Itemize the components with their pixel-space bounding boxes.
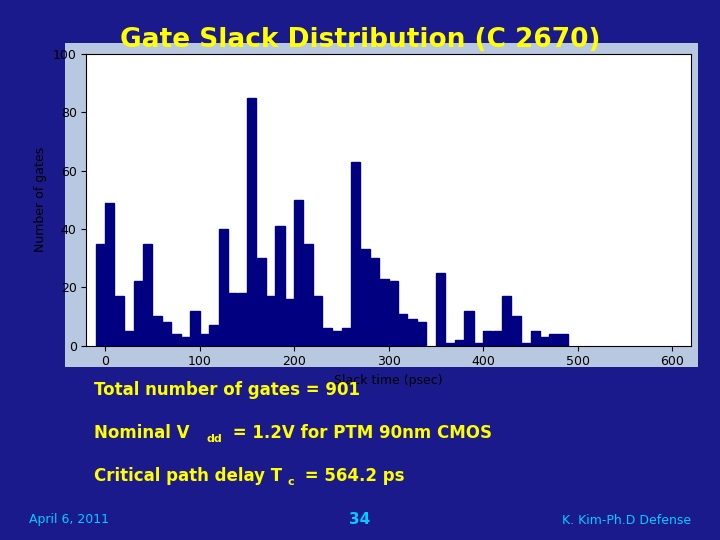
Bar xyxy=(323,328,332,346)
Bar xyxy=(219,229,228,346)
Bar xyxy=(332,331,341,346)
Bar xyxy=(96,244,105,346)
Y-axis label: Number of gates: Number of gates xyxy=(35,147,48,252)
Bar xyxy=(341,328,351,346)
Bar xyxy=(389,281,398,346)
Bar xyxy=(275,226,284,346)
Text: Nominal V: Nominal V xyxy=(94,424,189,442)
Text: = 1.2V for PTM 90nm CMOS: = 1.2V for PTM 90nm CMOS xyxy=(227,424,492,442)
Text: April 6, 2011: April 6, 2011 xyxy=(29,514,109,526)
Bar xyxy=(162,322,171,346)
Bar xyxy=(247,98,256,346)
Bar xyxy=(210,325,218,346)
Bar xyxy=(464,310,474,346)
Bar xyxy=(446,343,454,346)
Bar xyxy=(559,334,568,346)
Bar xyxy=(492,331,502,346)
Bar xyxy=(143,244,152,346)
Text: c: c xyxy=(288,477,294,487)
Bar xyxy=(171,334,181,346)
Bar xyxy=(114,296,124,346)
Bar xyxy=(266,296,275,346)
Bar xyxy=(436,273,445,346)
Text: K. Kim-Ph.D Defense: K. Kim-Ph.D Defense xyxy=(562,514,691,526)
X-axis label: Slack time (psec): Slack time (psec) xyxy=(335,374,443,387)
Bar xyxy=(228,293,238,346)
Bar xyxy=(417,322,426,346)
Text: Gate Slack Distribution (C 2670): Gate Slack Distribution (C 2670) xyxy=(120,27,600,53)
Bar xyxy=(105,202,114,346)
Bar xyxy=(285,299,294,346)
Bar xyxy=(304,244,313,346)
Bar xyxy=(502,296,511,346)
Bar xyxy=(181,337,190,346)
Text: = 564.2 ps: = 564.2 ps xyxy=(299,467,405,485)
Bar xyxy=(124,331,133,346)
Text: Total number of gates = 901: Total number of gates = 901 xyxy=(94,381,359,399)
Bar xyxy=(512,316,521,346)
Bar xyxy=(455,340,464,346)
Bar xyxy=(238,293,247,346)
Text: 34: 34 xyxy=(349,511,371,526)
Bar xyxy=(398,314,408,346)
Bar xyxy=(549,334,559,346)
Bar xyxy=(256,258,266,346)
Bar xyxy=(408,319,417,346)
Bar xyxy=(351,162,360,346)
Bar xyxy=(540,337,549,346)
Bar xyxy=(294,200,303,346)
Text: dd: dd xyxy=(207,434,222,444)
Text: Critical path delay T: Critical path delay T xyxy=(94,467,282,485)
Bar xyxy=(199,334,209,346)
Bar xyxy=(190,310,199,346)
Bar xyxy=(313,296,323,346)
Bar xyxy=(361,249,369,346)
Bar xyxy=(521,343,530,346)
Bar xyxy=(531,331,540,346)
Bar xyxy=(134,281,143,346)
Bar xyxy=(370,258,379,346)
Bar xyxy=(483,331,492,346)
Bar xyxy=(153,316,162,346)
Bar xyxy=(379,279,389,346)
Bar xyxy=(474,343,483,346)
